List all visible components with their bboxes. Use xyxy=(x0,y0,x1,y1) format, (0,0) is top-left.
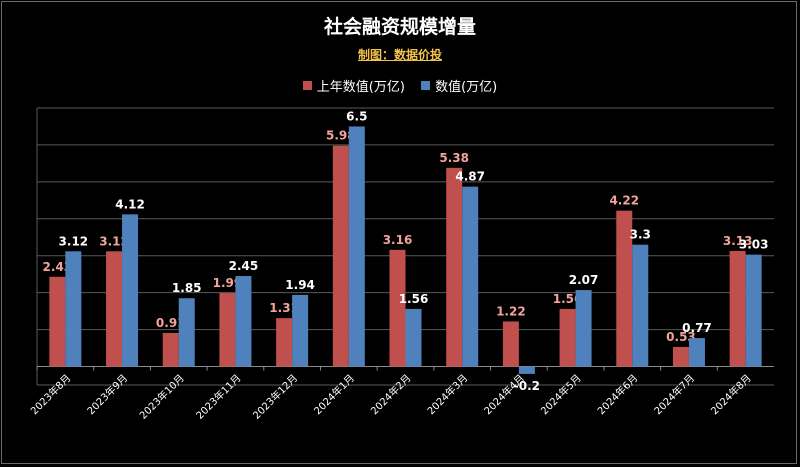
data-label-previous-year: 5.38 xyxy=(439,151,469,165)
data-label-previous-year: 5.98 xyxy=(326,129,356,143)
chart-title: 社会融资规模增量 xyxy=(323,16,476,38)
legend-item-previous-year: 上年数值(万亿) xyxy=(302,76,405,95)
bar-current xyxy=(292,294,309,367)
bar-current xyxy=(462,186,479,367)
bar-previous-year xyxy=(389,249,406,367)
data-label-previous-year: 1.56 xyxy=(553,292,583,306)
legend-swatch-current xyxy=(421,81,431,90)
x-tick-label: 2023年11月 xyxy=(193,371,243,421)
x-tick-label: 2023年9月 xyxy=(84,371,130,417)
bar-current xyxy=(178,298,195,367)
bar-previous-year xyxy=(502,321,519,367)
data-label-previous-year: 0.53 xyxy=(666,330,696,344)
bar-current xyxy=(632,244,649,367)
data-label-current: 4.12 xyxy=(115,197,145,211)
chart-legend: 上年数值(万亿) 数值(万亿) xyxy=(0,76,800,95)
data-label-previous-year: 1.31 xyxy=(269,301,299,315)
x-tick-label: 2024年6月 xyxy=(595,371,641,417)
data-label-current: 3.12 xyxy=(59,234,89,248)
data-label-previous-year: 1.99 xyxy=(213,276,243,290)
data-label-current: 2.45 xyxy=(229,259,259,273)
bar-current xyxy=(235,276,252,367)
bar-previous-year xyxy=(672,346,689,367)
x-tick-label: 2023年12月 xyxy=(250,371,300,421)
bar-current xyxy=(518,366,535,374)
bar-current xyxy=(688,338,705,367)
data-label-current: 4.87 xyxy=(455,170,485,184)
chart-subtitle: 制图：数据价投 xyxy=(357,48,442,62)
bar-previous-year xyxy=(559,308,576,367)
bar-previous-year xyxy=(729,250,746,367)
x-tick-label: 2024年8月 xyxy=(708,371,754,417)
x-tick-label: 2024年5月 xyxy=(538,371,584,417)
data-label-current: 3.03 xyxy=(739,238,769,252)
bar-current xyxy=(575,290,592,367)
data-label-current: -0.2 xyxy=(514,379,540,393)
legend-item-current: 数值(万亿) xyxy=(421,76,497,95)
legend-label-current: 数值(万亿) xyxy=(435,80,498,95)
x-tick-label: 2024年1月 xyxy=(311,371,357,417)
data-label-current: 0.77 xyxy=(682,321,712,335)
bar-previous-year xyxy=(106,251,123,367)
bar-current xyxy=(405,308,422,367)
data-label-previous-year: 1.22 xyxy=(496,304,526,318)
data-label-previous-year: 3.16 xyxy=(383,233,413,247)
data-label-current: 6.5 xyxy=(346,109,367,123)
bar-current xyxy=(122,214,139,367)
legend-label-previous-year: 上年数值(万亿) xyxy=(316,80,405,95)
x-tick-label: 2024年4月 xyxy=(481,371,527,417)
bar-previous-year xyxy=(276,318,293,367)
x-tick-label: 2024年7月 xyxy=(651,371,697,417)
bar-current xyxy=(348,126,365,367)
data-label-previous-year: 3.13 xyxy=(723,234,753,248)
data-label-current: 1.85 xyxy=(172,281,202,295)
x-tick-label: 2024年3月 xyxy=(424,371,470,417)
data-label-current: 3.3 xyxy=(630,228,651,242)
data-label-current: 1.56 xyxy=(399,292,429,306)
bar-previous-year xyxy=(332,145,349,367)
bar-current xyxy=(745,254,762,367)
legend-swatch-previous-year xyxy=(302,81,312,90)
x-tick-label: 2023年10月 xyxy=(137,371,187,421)
bar-previous-year xyxy=(616,210,633,367)
x-tick-label: 2024年2月 xyxy=(368,371,414,417)
x-tick-label: 2023年8月 xyxy=(28,371,74,417)
bar-current xyxy=(65,251,82,367)
data-label-previous-year: 4.22 xyxy=(609,194,639,208)
data-label-current: 1.94 xyxy=(285,278,315,292)
bar-previous-year xyxy=(446,167,463,367)
data-label-previous-year: 0.91 xyxy=(156,316,186,330)
data-label-previous-year: 2.43 xyxy=(43,260,73,274)
bar-previous-year xyxy=(162,332,179,367)
data-label-previous-year: 3.12 xyxy=(99,234,129,248)
bar-previous-year xyxy=(219,293,236,367)
data-label-current: 2.07 xyxy=(569,273,599,287)
bar-previous-year xyxy=(49,276,66,367)
